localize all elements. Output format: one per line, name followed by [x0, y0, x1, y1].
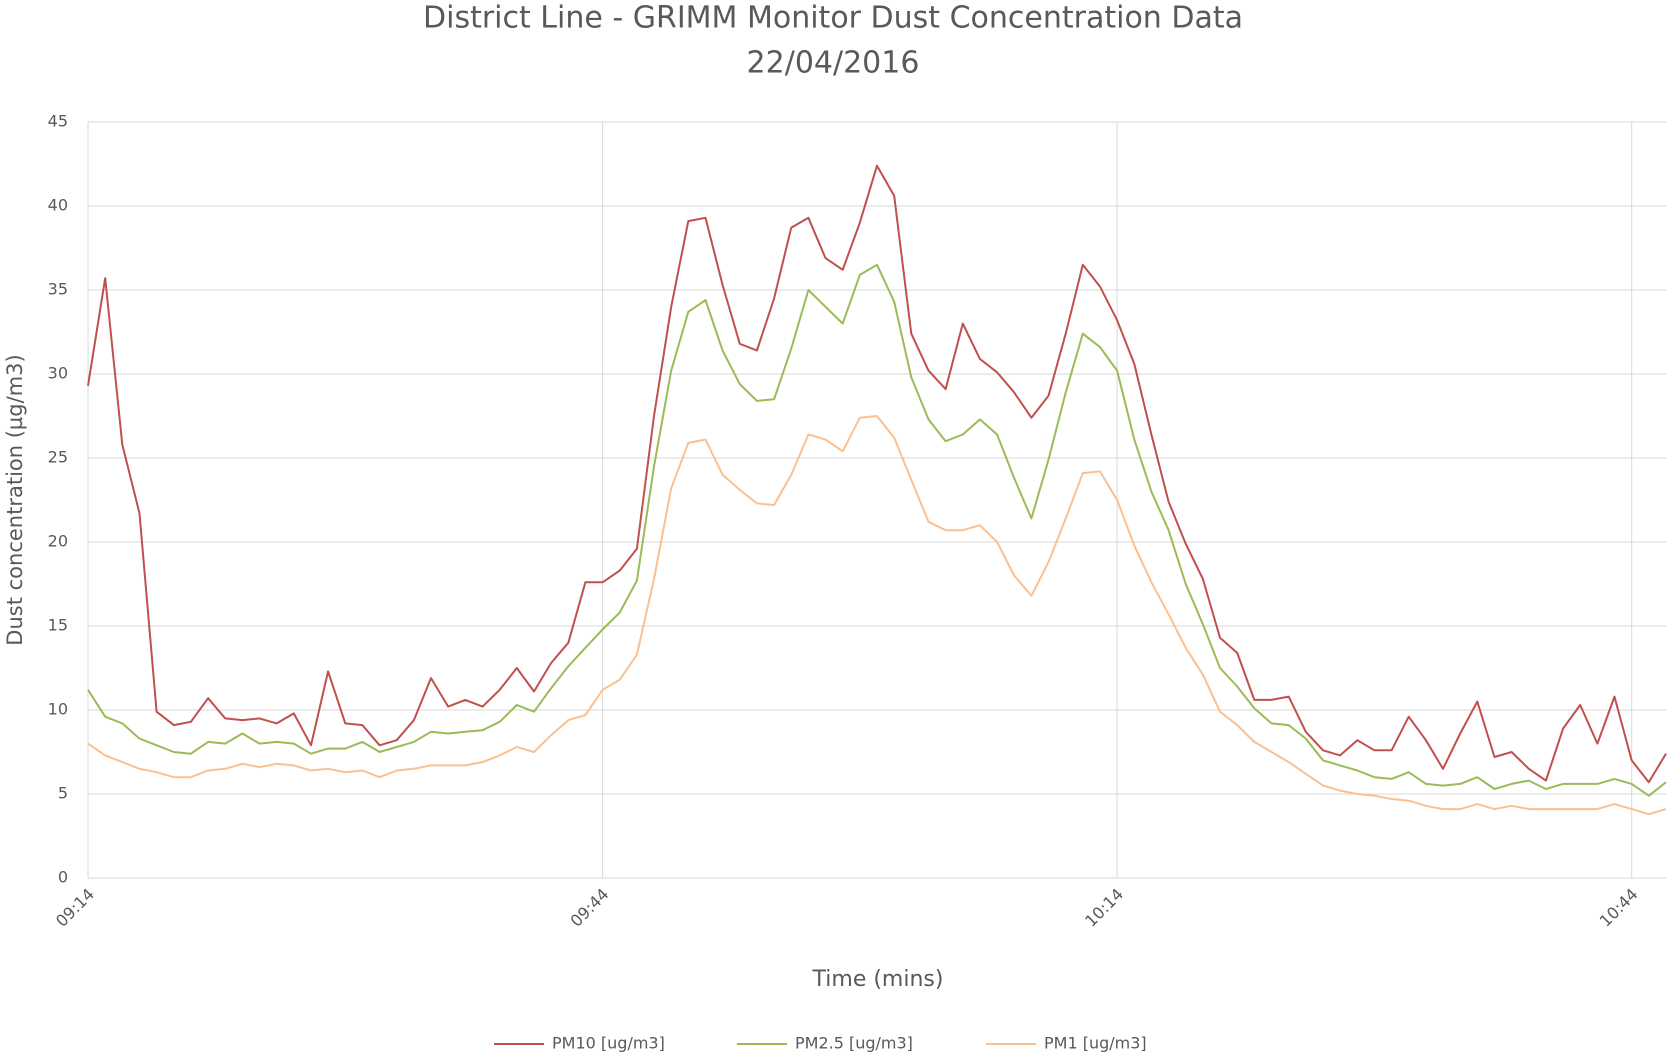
y-tick-label: 40: [48, 196, 68, 215]
y-tick-label: 30: [48, 364, 68, 383]
chart-subtitle: 22/04/2016: [747, 46, 920, 81]
y-tick-label: 10: [48, 700, 68, 719]
legend-label: PM1 [ug/m3]: [1044, 1034, 1147, 1053]
chart-title: District Line - GRIMM Monitor Dust Conce…: [423, 1, 1243, 36]
y-tick-label: 5: [58, 784, 68, 803]
x-tick-label: 10:14: [1081, 885, 1127, 931]
y-axis-label: Dust concentration (µg/m3): [3, 354, 27, 645]
y-tick-label: 20: [48, 532, 68, 551]
y-tick-label: 45: [48, 112, 68, 131]
data-line: [87, 415, 1667, 816]
data-line: [87, 164, 1667, 784]
legend-label: PM10 [ug/m3]: [552, 1034, 665, 1053]
y-tick-label: 0: [58, 868, 68, 887]
x-axis-label: Time (mins): [812, 967, 944, 992]
y-tick-label: 35: [48, 280, 68, 299]
x-tick-label: 10:44: [1596, 885, 1642, 931]
legend-label: PM2.5 [ug/m3]: [795, 1034, 913, 1053]
y-tick-label: 25: [48, 448, 68, 467]
x-tick-label: 09:14: [52, 885, 98, 931]
data-line: [87, 263, 1667, 797]
x-tick-label: 09:44: [567, 885, 613, 931]
y-tick-label: 15: [48, 616, 68, 635]
